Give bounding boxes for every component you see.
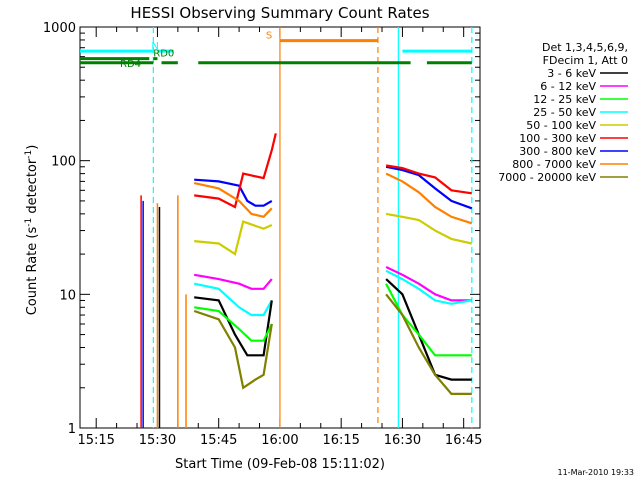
series-line <box>385 172 473 225</box>
series-line <box>385 266 472 302</box>
x-tick-label: 16:15 <box>322 433 359 448</box>
series-line <box>385 212 473 245</box>
legend-entry-label: 300 - 800 keV <box>519 145 596 158</box>
footer-date: 11-Mar-2010 19:33 <box>558 468 635 477</box>
y-tick-label: 10 <box>59 288 76 303</box>
x-tick-label: 15:30 <box>139 433 176 448</box>
y-axis-label: Count Rate (s-1 detector-1) <box>24 145 40 316</box>
series-line <box>194 220 273 256</box>
y-tick-label: 1000 <box>43 21 76 36</box>
s-line-label: S <box>266 31 272 42</box>
legend-header-line: Det 1,3,4,5,6,9, <box>542 41 628 54</box>
series-line <box>194 296 273 357</box>
series-line <box>385 165 473 210</box>
legend-entry-label: 6 - 12 keV <box>540 80 596 93</box>
series-line <box>385 269 472 305</box>
series-line <box>385 283 472 357</box>
night-line-label: RD0 <box>153 49 174 60</box>
plot-area: 1 10 100 1000 15:15 15:30 15:45 16:00 16:15 16:30… <box>43 21 482 448</box>
x-tick-label: 16:30 <box>384 433 421 448</box>
legend-entry-label: 7000 - 20000 keV <box>498 171 596 184</box>
y-tick-label: 1 <box>68 422 76 437</box>
y-tick-label: 100 <box>51 155 76 170</box>
series-line <box>193 309 273 390</box>
legend-entry-label: 800 - 7000 keV <box>512 158 596 171</box>
legend-entry-label: 3 - 6 keV <box>547 67 596 80</box>
legend-header-line: FDecim 1, Att 0 <box>543 54 628 67</box>
series-line <box>385 293 472 395</box>
series-line <box>194 273 273 290</box>
x-tick-label: 15:15 <box>77 433 114 448</box>
x-axis-label: Start Time (09-Feb-08 15:11:02) <box>175 457 385 472</box>
series-line <box>194 306 273 342</box>
series-line <box>194 178 273 207</box>
legend-entry-label: 100 - 300 keV <box>519 132 596 145</box>
series-line <box>385 164 472 195</box>
chart-title: HESSI Observing Summary Count Rates <box>130 4 429 22</box>
x-tick-label: 16:45 <box>445 433 482 448</box>
legend-entry-label: 12 - 25 keV <box>533 93 596 106</box>
saa-line-label: N <box>151 41 158 52</box>
series-line <box>385 278 472 381</box>
legend-entry-label: 25 - 50 keV <box>533 106 596 119</box>
rd4-line-label: RD4 <box>120 59 141 70</box>
series-line <box>194 133 277 209</box>
series-line <box>193 182 273 219</box>
legend-entry-label: 50 - 100 keV <box>526 119 596 132</box>
x-tick-label: 16:00 <box>261 433 298 448</box>
x-tick-label: 15:45 <box>200 433 237 448</box>
series-line <box>193 282 273 317</box>
